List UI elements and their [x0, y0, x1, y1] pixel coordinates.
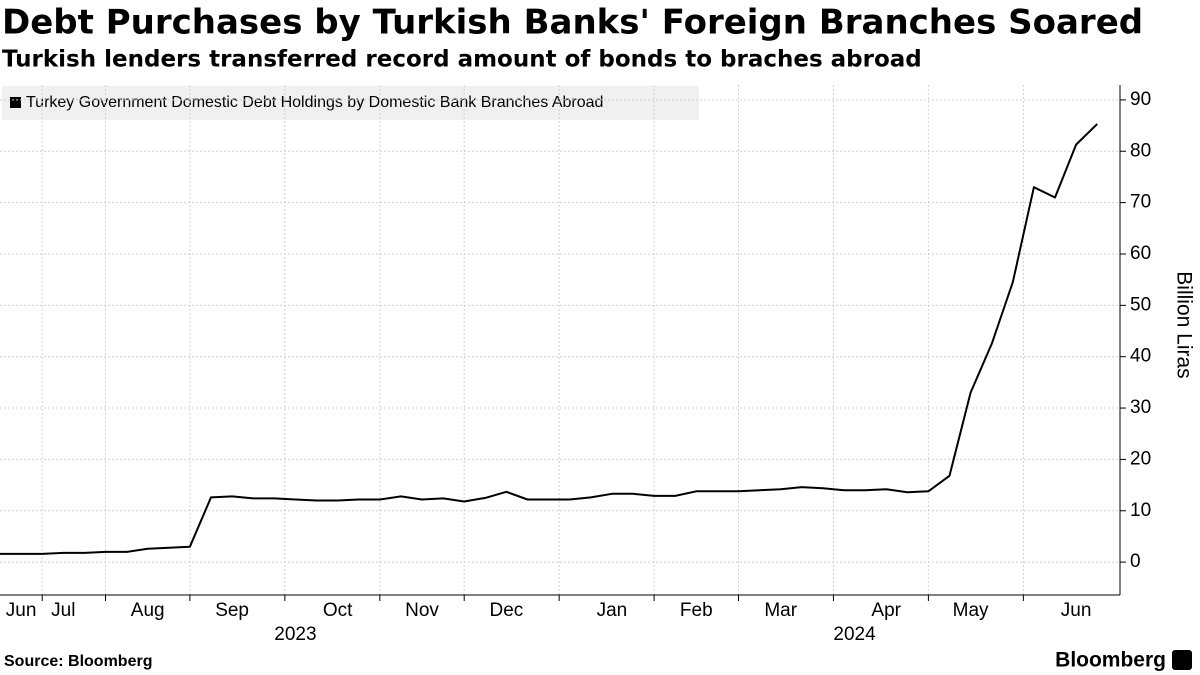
y-tick-label: 0	[1130, 551, 1141, 572]
y-axis-label: Billion Liras	[1172, 271, 1195, 378]
legend-box	[2, 86, 699, 120]
x-tick-label: Oct	[323, 600, 353, 621]
source: Source: Bloomberg	[4, 653, 152, 670]
brand: Bloomberg	[1055, 649, 1166, 672]
y-tick-label: 30	[1130, 397, 1151, 418]
x-tick-label: Jul	[51, 600, 75, 621]
chart-subtitle: Turkish lenders transferred record amoun…	[2, 47, 922, 73]
series-line	[0, 123, 1098, 555]
x-tick-label: Aug	[131, 600, 165, 621]
legend-swatch	[10, 97, 21, 108]
brand-icon	[1172, 650, 1192, 670]
x-tick-label: Mar	[764, 600, 797, 621]
y-tick-label: 70	[1130, 192, 1151, 213]
y-tick-label: 50	[1130, 294, 1151, 315]
x-tick-label: Jun	[1061, 600, 1092, 621]
y-tick-label: 10	[1130, 500, 1151, 521]
x-tick-label: Feb	[680, 600, 713, 621]
x-tick-label: Jan	[597, 600, 628, 621]
x-tick-label: Nov	[405, 600, 439, 621]
chart-title: Debt Purchases by Turkish Banks' Foreign…	[2, 3, 1143, 43]
y-tick-label: 90	[1130, 89, 1151, 110]
x-tick-label: May	[953, 600, 989, 621]
legend-label: Turkey Government Domestic Debt Holdings…	[26, 94, 603, 111]
x-group-label: 2023	[274, 624, 316, 645]
x-tick-label: Sep	[215, 600, 249, 621]
x-group-label: 2024	[833, 624, 876, 645]
y-tick-label: 20	[1130, 448, 1151, 469]
x-tick-label: Jun	[6, 600, 37, 621]
x-tick-label: Apr	[871, 600, 901, 621]
y-tick-label: 40	[1130, 346, 1151, 367]
y-tick-label: 80	[1130, 140, 1151, 161]
y-tick-label: 60	[1130, 243, 1151, 264]
x-tick-label: Dec	[490, 600, 524, 621]
